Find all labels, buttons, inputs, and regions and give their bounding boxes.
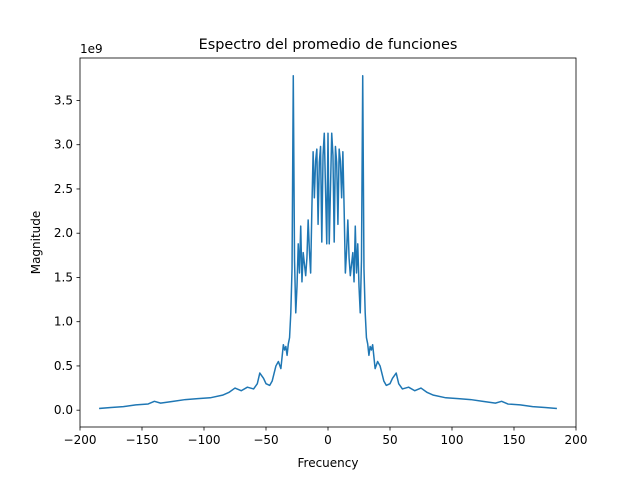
x-tick-label: −50 (253, 433, 278, 447)
y-tick-label: 1.0 (54, 315, 73, 329)
x-tick-label: −100 (188, 433, 221, 447)
plot-area (80, 58, 576, 427)
x-tick-label: 50 (382, 433, 397, 447)
y-tick-label: 2.5 (54, 182, 73, 196)
x-axis-ticks: −200 −150 −100 −50 0 50 100 150 200 (64, 427, 588, 447)
x-tick-label: −200 (64, 433, 97, 447)
x-tick-label: 150 (503, 433, 526, 447)
y-tick-label: 0.0 (54, 403, 73, 417)
y-tick-label: 3.5 (54, 93, 73, 107)
y-offset-label: 1e9 (80, 42, 103, 56)
y-axis-label: Magnitude (29, 211, 43, 275)
x-tick-label: 100 (441, 433, 464, 447)
x-axis-label: Frecuency (298, 456, 359, 470)
chart-title: Espectro del promedio de funciones (199, 37, 458, 53)
y-tick-label: 3.0 (54, 138, 73, 152)
x-tick-label: 0 (324, 433, 332, 447)
y-axis-ticks: 0.0 0.5 1.0 1.5 2.0 2.5 3.0 3.5 (54, 93, 80, 417)
y-tick-label: 1.5 (54, 270, 73, 284)
plot-frame (79, 57, 577, 428)
y-tick-label: 0.5 (54, 359, 73, 373)
x-tick-label: 200 (565, 433, 588, 447)
y-tick-label: 2.0 (54, 226, 73, 240)
magnitude-series-line (99, 74, 557, 410)
x-tick-label: −150 (126, 433, 159, 447)
